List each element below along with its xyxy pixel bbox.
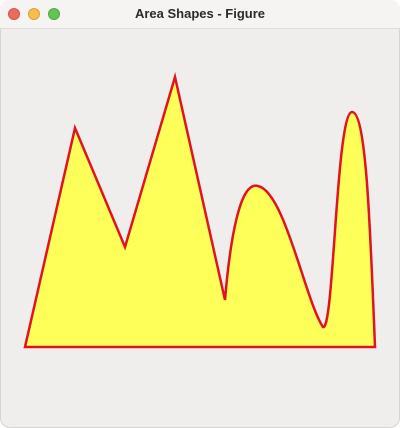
area-shape [23, 72, 377, 349]
minimize-window-button[interactable] [28, 8, 40, 20]
zoom-window-button[interactable] [48, 8, 60, 20]
figure-canvas [23, 72, 377, 349]
title-bar[interactable]: Area Shapes - Figure [0, 0, 400, 29]
close-window-button[interactable] [8, 8, 20, 20]
window-title: Area Shapes - Figure [134, 6, 266, 21]
